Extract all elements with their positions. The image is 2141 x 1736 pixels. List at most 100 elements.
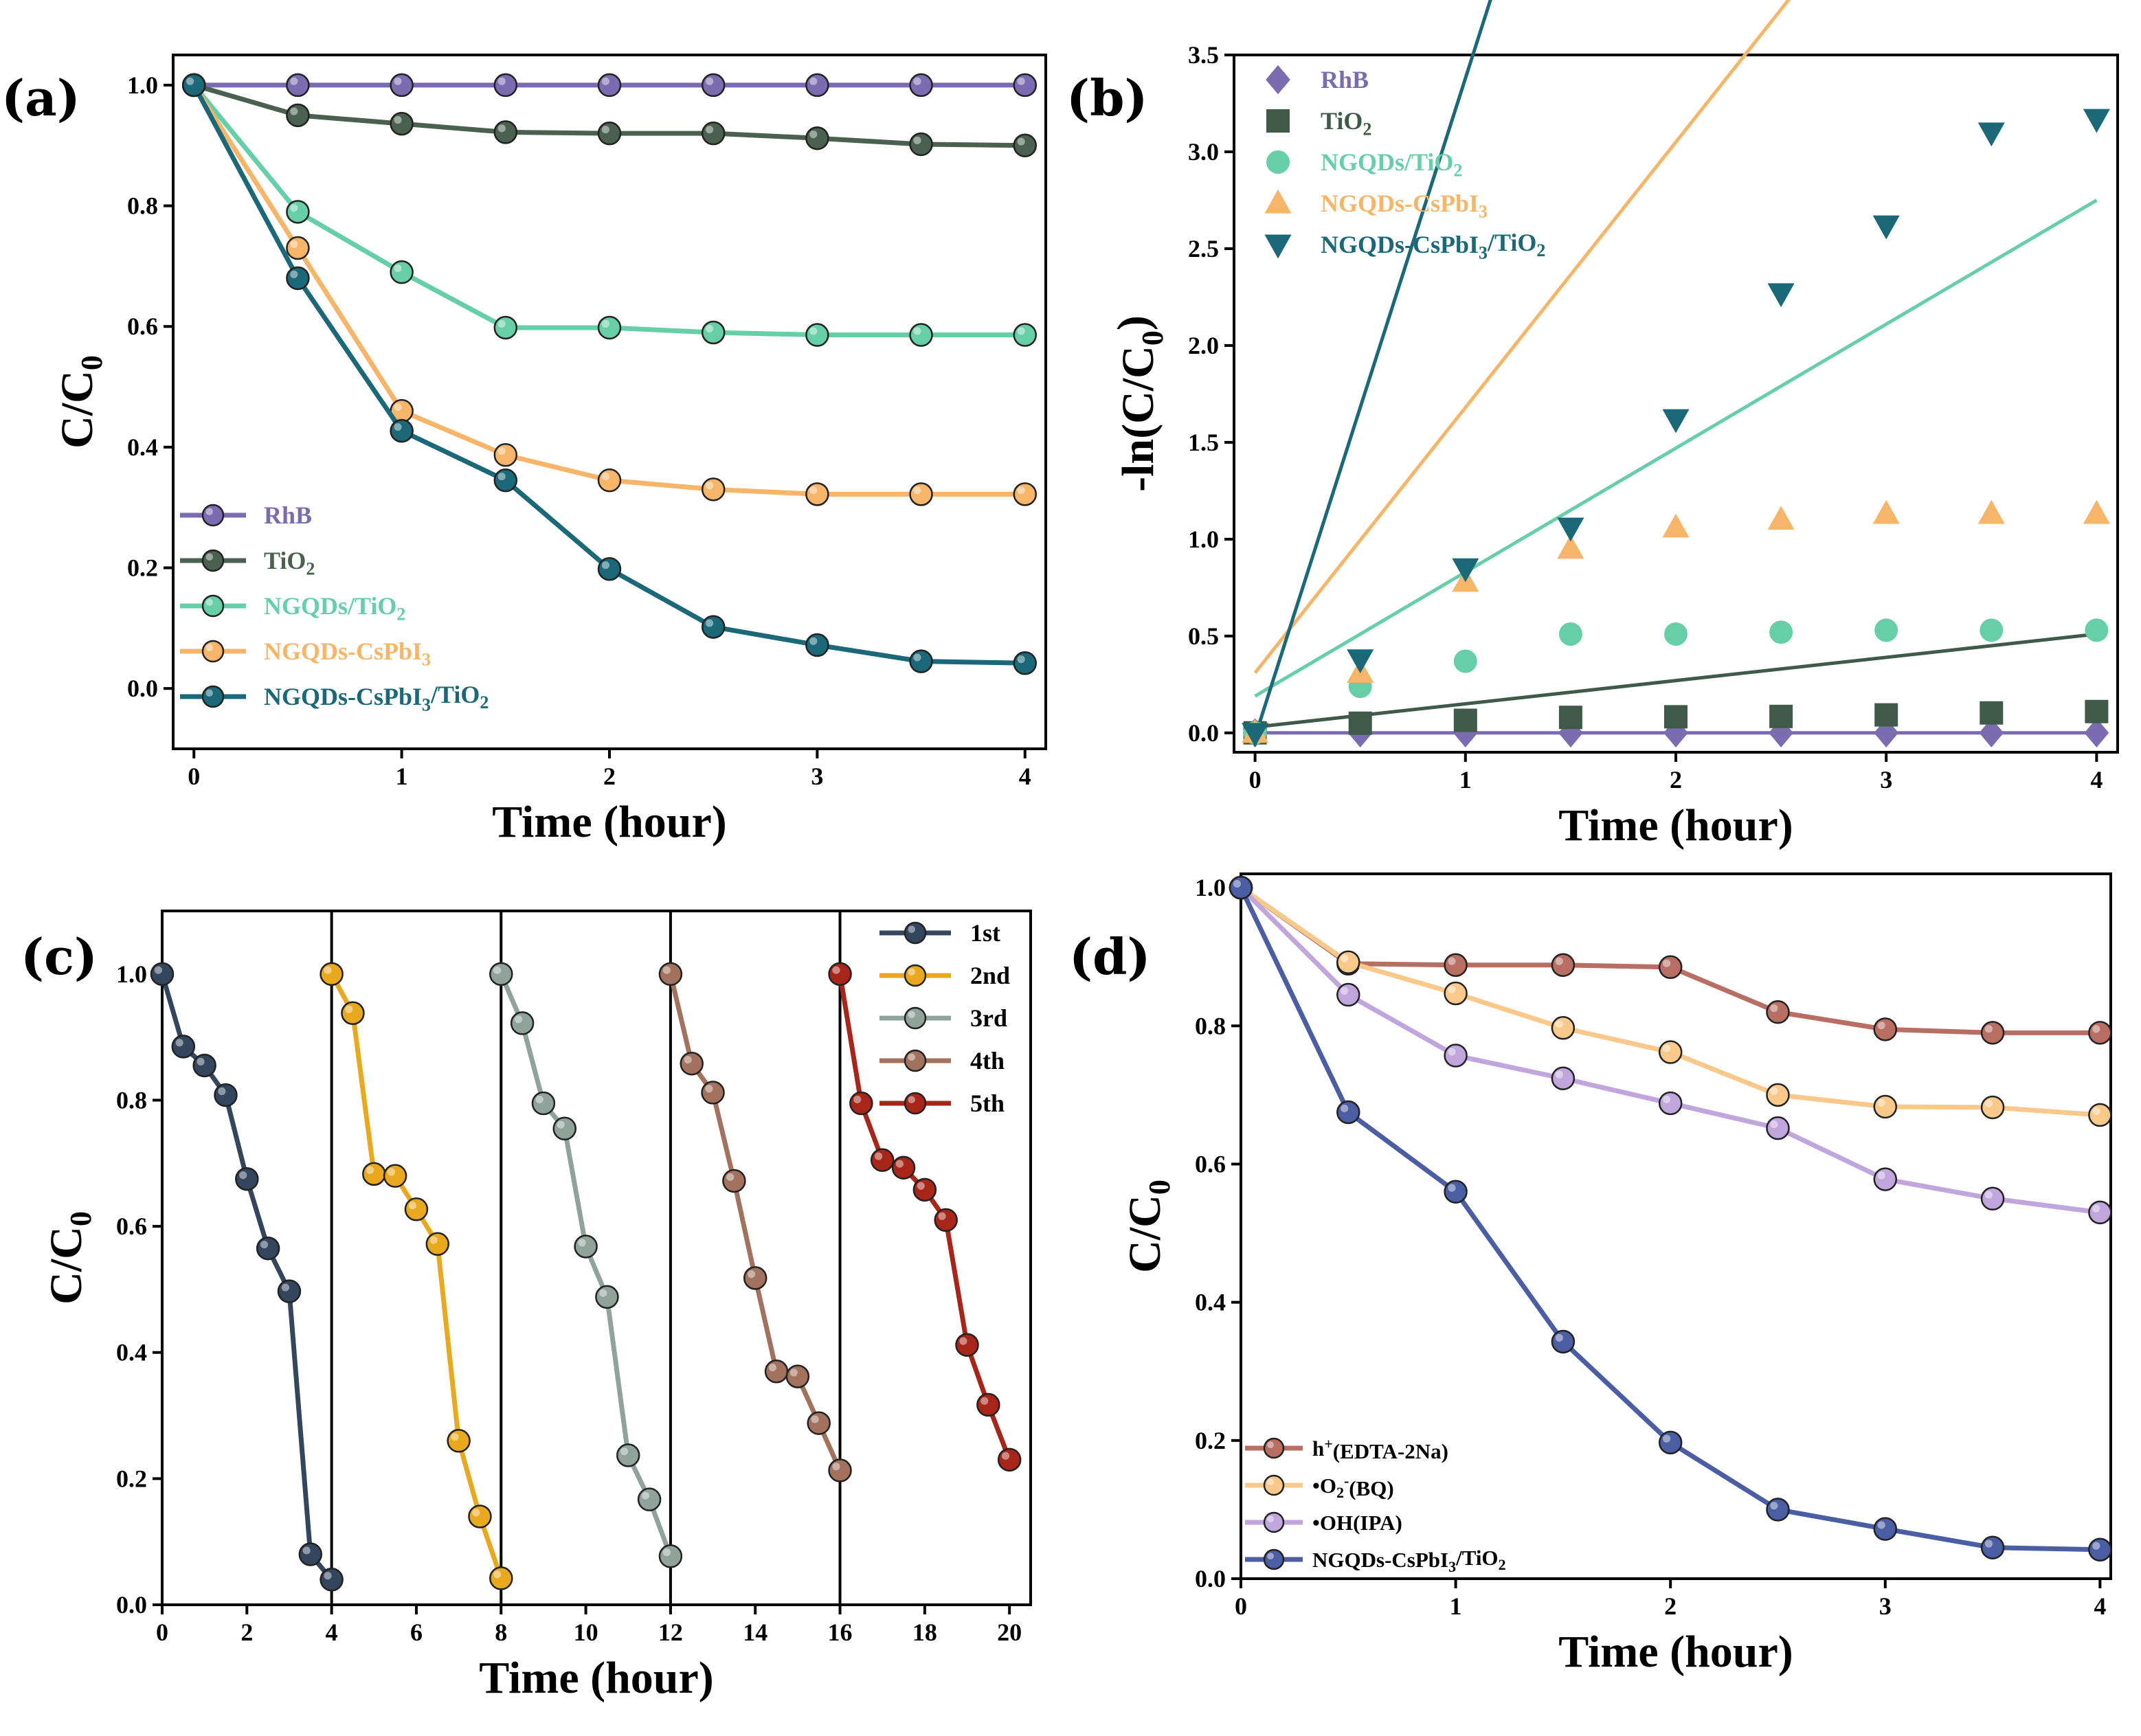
panel-b-point: [1664, 705, 1688, 729]
panel-a-point: [597, 315, 622, 340]
panel-d-point-shine: [1984, 1540, 1993, 1548]
panel-b-point: [1872, 215, 1900, 240]
panel-c-point: [997, 1447, 1022, 1472]
panel-c-xtick-label: 14: [743, 1619, 767, 1646]
panel-c-point: [362, 1162, 386, 1186]
panel-d-ytick-label: 0.4: [1195, 1289, 1226, 1316]
panel-a-point: [1013, 133, 1038, 157]
panel-c-line-4th: [668, 973, 842, 1472]
panel-d-point: [2088, 1103, 2112, 1127]
panel-c-series-3rd: [489, 962, 683, 1568]
panel-a-point: [909, 73, 933, 98]
panel-c-point: [743, 1266, 767, 1290]
panel-b-point: [1977, 499, 2005, 524]
panel-d-line-o2-bq: [1240, 886, 2100, 1118]
panel-c-point-shine: [959, 1337, 967, 1345]
panel-a-point-shine: [394, 403, 402, 412]
panel-b-point: [2085, 618, 2109, 642]
panel-d-point-shine: [1877, 1022, 1885, 1030]
panel-d-point-shine: [1341, 1104, 1349, 1113]
panel-a-point-shine: [497, 447, 506, 455]
panel-d-ytick-label: 0.8: [1195, 1012, 1226, 1039]
panel-d-point: [1766, 1116, 1790, 1140]
panel-c-point: [192, 1053, 216, 1078]
panel-a-point: [286, 266, 310, 291]
panel-c-point-shine: [789, 1368, 798, 1377]
panel-c-point: [552, 1116, 577, 1141]
panel-b-point: [1769, 704, 1793, 728]
panel-a-point: [701, 73, 726, 98]
panel-d-legend-label: •OH(IPA): [1312, 1511, 1402, 1535]
panel-d-point: [1551, 1066, 1576, 1090]
panel-a-series-ngqds-tio2: [181, 73, 1038, 347]
panel-c-point: [531, 1091, 556, 1116]
panel-d-point: [2088, 1537, 2112, 1562]
panel-a-point: [909, 132, 933, 157]
panel-d-point: [1980, 1095, 2005, 1120]
panel-b-point: [1767, 283, 1795, 308]
panel-b-point: [1769, 620, 1793, 644]
panel-c-point-shine: [578, 1239, 586, 1247]
panel-c-point-shine: [938, 1212, 946, 1220]
panel-c-point-shine: [197, 1057, 205, 1066]
panel-d-point: [1873, 1517, 1898, 1541]
panel-a-point: [493, 73, 518, 98]
panel-a-legend-label: NGQDs-CsPbI3: [264, 638, 431, 669]
panel-c-point-shine: [811, 1415, 819, 1423]
panel-d-point-shine: [1877, 1171, 1885, 1180]
panel-c-point-shine: [302, 1546, 311, 1555]
panel-c-series-4th: [658, 962, 852, 1483]
panel-c-legend-label: 2nd: [970, 962, 1010, 989]
panel-d-point-shine: [1877, 1521, 1885, 1529]
panel-c-xlabel: Time (hour): [479, 1653, 714, 1703]
panel-c-point: [912, 1177, 937, 1202]
panel-c-point-shine: [218, 1087, 226, 1096]
panel-d-legend-marker: [1263, 1474, 1285, 1496]
panel-c-point: [658, 962, 683, 987]
panel-c-xtick-label: 0: [156, 1619, 168, 1646]
panel-c-point-shine: [472, 1509, 480, 1517]
panel-d-point-shine: [1984, 1025, 1993, 1033]
panel-c-point: [722, 1169, 746, 1193]
panel-c-point: [171, 1035, 196, 1059]
panel-d-point-shine: [1662, 1044, 1671, 1052]
panel-b-legend-label: NGQDs-CsPbI3/TiO2: [1321, 229, 1545, 263]
panel-c-xtick-label: 6: [410, 1619, 423, 1646]
panel-a-point: [493, 315, 518, 340]
panel-c-point-shine: [535, 1095, 543, 1104]
panel-c-point: [341, 1001, 365, 1025]
panel-a-point: [493, 468, 518, 493]
panel-a-point: [701, 121, 726, 146]
panel-b-ytick-label: 3.5: [1188, 41, 1219, 69]
panel-a-ytick-label: 0.8: [127, 192, 158, 220]
panel-a-series-rhb: [181, 73, 1038, 98]
panel-a-point-shine: [497, 124, 506, 133]
panel-c-series-5th: [828, 962, 1022, 1472]
panel-b-point: [2085, 699, 2109, 723]
panel-d-point-shine: [1770, 1502, 1778, 1510]
panel-d-point-shine: [1984, 1099, 1993, 1107]
panel-b-ylabel: -ln(C/C0): [1108, 315, 1169, 492]
panel-a-point: [493, 443, 518, 467]
panel-c-xtick-label: 4: [326, 1619, 338, 1646]
panel-d-point: [1658, 1430, 1683, 1455]
panel-c-legend-label: 5th: [970, 1090, 1005, 1117]
panel-b-xtick-label: 2: [1670, 766, 1682, 793]
panel-c-point-shine: [514, 1015, 523, 1024]
panel-a-point-shine: [705, 77, 714, 85]
panel-a-point-shine: [913, 136, 921, 144]
panel-d-point: [1551, 953, 1576, 978]
panel-d-legend-marker: [1263, 1511, 1285, 1533]
panel-a-point: [286, 73, 310, 98]
panel-c-legend-marker: [904, 1092, 927, 1115]
panel-a-point-shine: [394, 77, 402, 85]
panel-d-series-h-edta-2na: [1229, 875, 2112, 1045]
panel-d-point-shine: [1555, 1070, 1563, 1079]
panel-a-point: [597, 121, 622, 146]
panel-b-point: [1242, 723, 1269, 747]
panel-b-point: [1977, 122, 2005, 147]
panel-a-point: [390, 260, 414, 284]
panel-d-point-shine: [1770, 1120, 1778, 1129]
panel-d-legend: h+(EDTA-2Na) •O2-(BQ) •OH(IPA) NGQDs-CsPbI3…: [1245, 1435, 1506, 1575]
panel-c-ytick-label: 0.2: [116, 1465, 147, 1492]
